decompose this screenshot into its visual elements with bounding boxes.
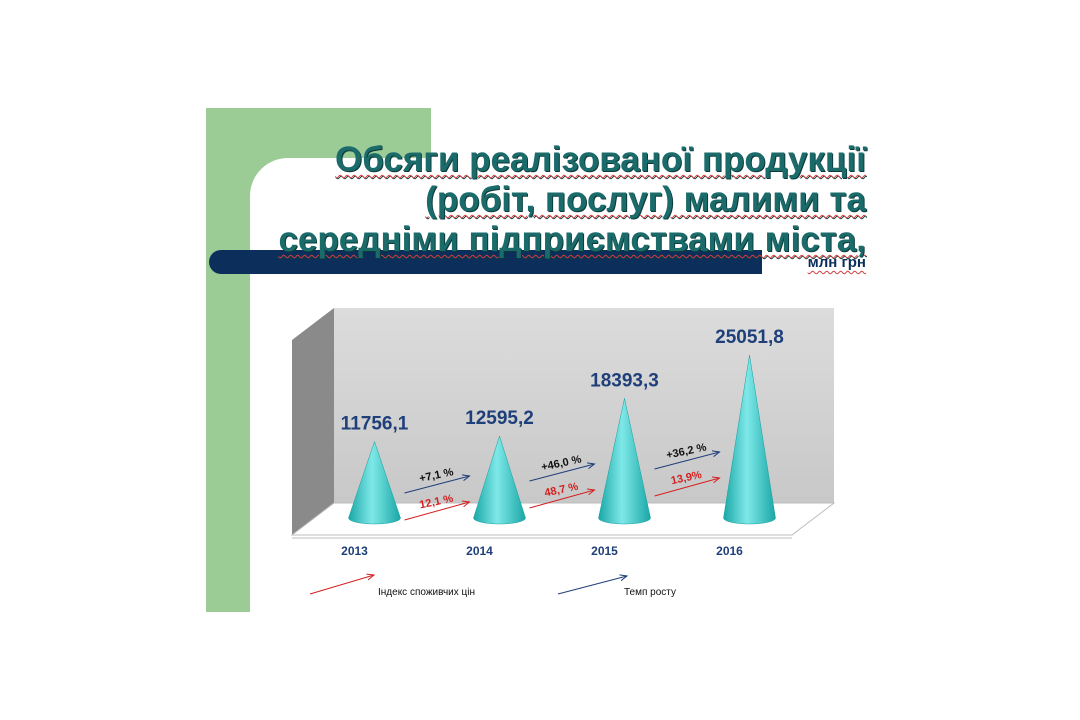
growth-arrow — [404, 476, 470, 494]
x-tick-label: 2016 — [716, 544, 743, 558]
title-line: середніми підприємствами міста, — [278, 220, 866, 259]
chart-floor — [290, 502, 836, 536]
growth-arrow — [529, 464, 595, 482]
data-label: 12595,2 — [465, 408, 534, 429]
growth-arrow — [654, 452, 720, 470]
x-tick-label: 2015 — [591, 544, 618, 558]
navy-divider-bar — [209, 250, 762, 274]
data-label: 25051,8 — [715, 327, 784, 348]
cpi-arrow — [404, 502, 470, 521]
data-label: 11756,1 — [341, 414, 409, 435]
data-label: 18393,3 — [590, 370, 659, 391]
title-line: Обсяги реалізованої продукції — [334, 140, 866, 179]
x-tick-label: 2013 — [341, 544, 368, 558]
legend-cpi-arrow — [309, 575, 374, 595]
cone-bar — [348, 440, 401, 525]
cpi-arrow — [529, 490, 595, 509]
slide-title: Обсяги реалізованої продукції (робіт, по… — [266, 140, 866, 260]
legend-label-cpi: Індекс споживчих цін — [378, 587, 476, 598]
chart-side-wall — [292, 308, 334, 535]
title-line: (робіт, послуг) малими та — [425, 180, 866, 219]
cone-bar — [723, 354, 776, 525]
x-tick-label: 2014 — [466, 544, 493, 558]
legend-label-growth: Темп росту — [624, 587, 676, 598]
cpi-arrow — [654, 478, 720, 497]
cone-bar — [598, 398, 651, 525]
units-subtitle: млн грн — [807, 254, 866, 271]
legend-growth-arrow — [557, 576, 627, 595]
cone-bar — [473, 435, 526, 525]
